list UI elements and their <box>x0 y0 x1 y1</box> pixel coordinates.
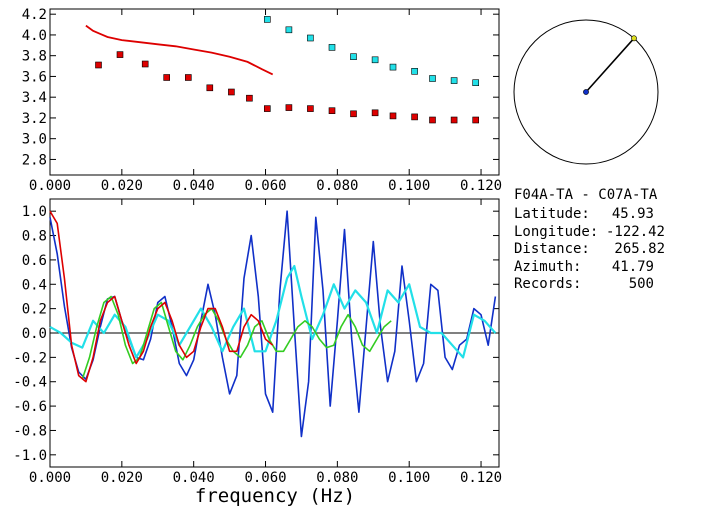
azimuth-needle <box>585 37 635 93</box>
phase-velocity-curve <box>85 24 274 76</box>
group-velocity-point <box>206 84 214 92</box>
model-fit-red-line <box>49 210 274 383</box>
phase-velocity-point <box>263 16 271 23</box>
dispersion-y-tick-label: 3.6 <box>22 69 47 85</box>
dispersion-x-tick-label: 0.040 <box>173 178 215 194</box>
correlation-y-tick-label: 0.6 <box>22 253 47 269</box>
observed-correlation-line <box>49 210 497 438</box>
group-velocity-point <box>389 112 397 120</box>
correlation-x-tick-label: 0.060 <box>244 470 286 486</box>
dispersion-x-tick-label: 0.020 <box>101 178 143 194</box>
info-value-distance: 265.82 <box>614 241 665 257</box>
group-velocity-point <box>328 107 336 114</box>
dispersion-y-tick-label: 3.0 <box>22 132 47 148</box>
correlation-y-tick-label: 0.2 <box>22 302 47 318</box>
dispersion-chart-frame <box>49 8 500 176</box>
correlation-x-tick-label: 0.100 <box>388 470 430 486</box>
dispersion-chart-marks <box>85 16 480 124</box>
x-axis-label: frequency (Hz) <box>195 485 355 507</box>
group-velocity-point <box>285 104 293 111</box>
dispersion-y-tick-label: 3.2 <box>22 111 47 127</box>
phase-velocity-point <box>307 34 314 42</box>
info-label-distance: Distance: <box>514 241 590 257</box>
dispersion-x-tick-label: 0.100 <box>388 178 430 194</box>
group-velocity-point <box>246 94 253 102</box>
correlation-x-tick-label: 0.000 <box>29 470 71 486</box>
group-velocity-point <box>411 113 418 121</box>
info-value-latitude: 45.93 <box>612 206 654 222</box>
phase-velocity-point <box>472 79 480 86</box>
info-value-azimuth: 41.79 <box>612 259 654 275</box>
station-info-panel: F04A-TA - C07A-TA Latitude: 45.93 Longit… <box>514 187 665 292</box>
phase-velocity-point <box>350 53 357 61</box>
info-label-azimuth: Azimuth: <box>514 259 581 275</box>
dispersion-x-tick-label: 0.000 <box>29 178 71 194</box>
group-velocity-point <box>450 116 458 124</box>
correlation-y-tick-label: 0.0 <box>22 326 47 342</box>
dispersion-y-tick-label: 4.0 <box>22 28 47 44</box>
phase-velocity-point <box>411 68 418 75</box>
correlation-x-tick-label: 0.080 <box>316 470 358 486</box>
group-velocity-point <box>141 60 149 68</box>
dispersion-x-tick-label: 0.060 <box>244 178 286 194</box>
correlation-chart-ticks: 0.000 0.020 0.040 0.060 0.080 0.100 0.120 -1.0 -… <box>13 199 502 486</box>
group-velocity-point <box>116 51 124 58</box>
correlation-x-tick-label: 0.020 <box>101 470 143 486</box>
dispersion-y-tick-label: 2.8 <box>22 152 47 168</box>
observed-correlation-smoothed-line <box>49 264 497 359</box>
group-velocity-point <box>472 116 480 124</box>
correlation-y-tick-label: 0.4 <box>22 277 47 293</box>
dispersion-y-tick-label: 4.2 <box>22 7 47 23</box>
info-value-longitude: -122.42 <box>606 224 665 240</box>
group-velocity-point <box>228 88 235 96</box>
correlation-y-tick-label: -1.0 <box>13 448 47 464</box>
group-velocity-point <box>163 74 170 81</box>
correlation-chart: 0.000 0.020 0.040 0.060 0.080 0.100 0.120 -1.0 -… <box>13 198 502 507</box>
dispersion-x-tick-label: 0.080 <box>316 178 358 194</box>
azimuth-tip-dot <box>631 35 637 42</box>
phase-velocity-point <box>371 56 379 64</box>
phase-velocity-point <box>450 77 458 84</box>
info-label-latitude: Latitude: <box>514 206 590 222</box>
phase-velocity-point <box>328 44 336 51</box>
info-value-records: 500 <box>629 276 654 292</box>
phase-velocity-point <box>429 75 436 82</box>
group-velocity-point <box>263 105 271 112</box>
group-velocity-point <box>185 74 192 81</box>
group-velocity-point <box>307 105 314 112</box>
dispersion-y-tick-label: 3.4 <box>22 90 47 106</box>
info-label-longitude: Longitude: <box>514 224 598 240</box>
group-velocity-point <box>371 109 379 117</box>
group-velocity-point <box>350 110 357 118</box>
dispersion-chart: 0.000 0.020 0.040 0.060 0.080 0.100 0.120 2.8 3.… <box>22 7 502 194</box>
correlation-y-tick-label: -0.8 <box>13 423 47 439</box>
model-fit-line <box>81 295 392 380</box>
compass-circle <box>513 19 659 165</box>
group-velocity-point <box>429 116 436 124</box>
phase-velocity-point <box>285 26 293 34</box>
correlation-chart-marks <box>49 210 497 438</box>
phase-velocity-point <box>389 63 397 71</box>
correlation-x-tick-label: 0.120 <box>460 470 502 486</box>
station-dot <box>583 89 589 95</box>
dispersion-chart-ticks: 0.000 0.020 0.040 0.060 0.080 0.100 0.120 2.8 3.… <box>22 7 502 194</box>
correlation-y-tick-label: -0.6 <box>13 399 47 415</box>
correlation-y-tick-label: 1.0 <box>22 204 47 220</box>
correlation-x-tick-label: 0.040 <box>173 470 215 486</box>
station-pair-title: F04A-TA - C07A-TA <box>514 187 658 203</box>
azimuth-compass <box>513 19 659 165</box>
correlation-y-tick-label: -0.4 <box>13 375 47 391</box>
correlation-y-tick-label: -0.2 <box>13 350 47 366</box>
group-velocity-point <box>95 61 102 69</box>
dispersion-x-tick-label: 0.120 <box>460 178 502 194</box>
dispersion-y-tick-label: 3.8 <box>22 49 47 65</box>
correlation-y-tick-label: 0.8 <box>22 229 47 245</box>
info-label-records: Records: <box>514 276 581 292</box>
